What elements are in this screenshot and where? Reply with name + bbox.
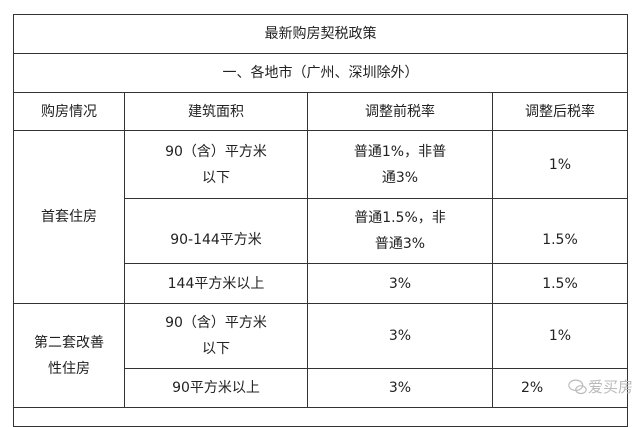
table-row-after: 1% [492, 303, 628, 369]
section-title: 一、各地市（广州、深圳除外） [13, 53, 628, 93]
header-before: 调整前税率 [307, 92, 493, 131]
table-row-area: 90（含）平方米以下 [124, 130, 308, 199]
header-area: 建筑面积 [124, 92, 308, 131]
table-row-area: 144平方米以上 [124, 263, 308, 304]
table-row-after: 2% [492, 368, 628, 408]
watermark: 爱买房 [568, 377, 633, 397]
watermark-text: 爱买房 [588, 378, 634, 396]
table-row-after: 1.5% [492, 198, 628, 264]
table-title: 最新购房契税政策 [13, 14, 628, 54]
table-row-before: 普通1.5%，非普通3% [307, 198, 493, 264]
table-row-before: 3% [307, 263, 493, 304]
table-row-after: 1.5% [492, 263, 628, 304]
wechat-chat-icon [568, 379, 587, 395]
table-row-before: 3% [307, 368, 493, 408]
header-situation: 购房情况 [13, 92, 125, 131]
table-row-area: 90平方米以上 [124, 368, 308, 408]
table-row-area: 90-144平方米 [124, 198, 308, 264]
group-label-first-home: 首套住房 [13, 130, 125, 304]
table-row-before: 3% [307, 303, 493, 369]
table-row-after: 1% [492, 130, 628, 199]
header-after: 调整后税率 [492, 92, 628, 131]
table-next-row [13, 407, 628, 427]
table-row-area: 90（含）平方米以下 [124, 303, 308, 369]
table-row-before: 普通1%，非普通3% [307, 130, 493, 199]
group-label-second-home: 第二套改善性住房 [13, 303, 125, 408]
